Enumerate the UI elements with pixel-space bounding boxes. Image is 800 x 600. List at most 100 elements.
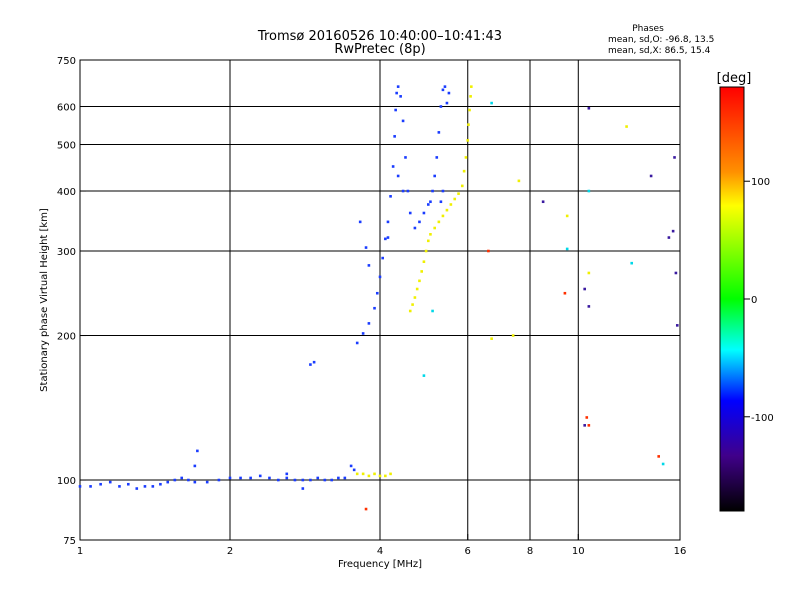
data-point-s0-6 xyxy=(135,487,139,490)
y-tick-label-1: 100 xyxy=(57,476,76,487)
data-point-s0-0 xyxy=(78,485,82,488)
data-point-s1-28 xyxy=(467,123,470,126)
data-point-s0-69 xyxy=(439,105,443,108)
data-point-s0-75 xyxy=(364,246,368,249)
data-point-s2-1 xyxy=(422,374,426,377)
data-point-s0-80 xyxy=(439,200,443,204)
data-point-s0-76 xyxy=(367,264,371,267)
data-point-s1-11 xyxy=(418,279,421,283)
gridlines xyxy=(80,60,680,540)
y-tick-label-2: 200 xyxy=(57,332,76,343)
data-point-s0-17 xyxy=(228,476,232,480)
x-axis-label: Frequency [MHz] xyxy=(338,559,422,570)
data-point-s0-42 xyxy=(367,322,371,325)
stats-title: Phases xyxy=(632,24,664,34)
data-point-s1-21 xyxy=(449,203,453,206)
data-point-s1-3 xyxy=(373,472,376,476)
data-point-s0-61 xyxy=(418,220,421,224)
x-tick-label-0: 1 xyxy=(77,546,83,557)
colorbar-gradient xyxy=(719,86,745,512)
data-point-s4-5 xyxy=(673,156,676,159)
data-point-s3-4 xyxy=(587,424,591,427)
data-point-s0-3 xyxy=(108,480,112,484)
data-point-s0-45 xyxy=(378,275,382,279)
data-point-s0-25 xyxy=(301,478,305,482)
data-point-s4-4 xyxy=(671,229,675,233)
x-tick-label-1: 2 xyxy=(227,546,233,557)
data-point-s1-20 xyxy=(445,208,449,212)
data-point-s0-29 xyxy=(330,478,334,482)
data-point-s1-31 xyxy=(470,85,473,88)
data-point-s1-22 xyxy=(453,197,457,201)
data-point-s2-2 xyxy=(490,101,493,105)
y-ticks: 75 100 200 300 400 500 600 750 xyxy=(57,56,86,547)
data-point-s0-44 xyxy=(375,291,379,295)
data-point-s0-18 xyxy=(239,476,242,480)
data-point-s0-7 xyxy=(143,485,147,488)
data-point-s0-24 xyxy=(293,478,297,482)
data-point-s3-2 xyxy=(563,291,567,295)
data-point-s1-37 xyxy=(625,125,628,128)
data-point-s3-5 xyxy=(657,455,660,458)
data-point-s1-6 xyxy=(389,472,392,476)
x-ticks: 1 2 4 6 8 10 16 xyxy=(77,534,687,557)
data-point-s0-4 xyxy=(118,485,121,488)
colorbar-label: [deg] xyxy=(717,71,752,86)
x-tick-label-6: 16 xyxy=(674,546,687,557)
data-point-s0-32 xyxy=(196,449,199,453)
data-point-s0-27 xyxy=(316,476,320,480)
data-point-s0-12 xyxy=(180,476,184,480)
colorbar-tick-label-1: 0 xyxy=(751,295,757,306)
data-point-s1-1 xyxy=(361,472,365,476)
data-point-s0-1 xyxy=(89,485,92,488)
data-point-s0-77 xyxy=(386,236,390,239)
data-point-s0-62 xyxy=(422,211,426,215)
data-point-s4-9 xyxy=(541,200,545,204)
data-point-s0-53 xyxy=(395,91,398,95)
x-tick-label-2: 4 xyxy=(377,546,383,557)
data-point-s0-64 xyxy=(429,200,432,204)
data-point-s1-4 xyxy=(378,474,382,478)
data-point-s0-74 xyxy=(358,220,362,224)
data-point-s1-26 xyxy=(464,156,468,159)
data-point-s0-9 xyxy=(159,482,162,486)
data-point-s0-78 xyxy=(396,174,400,178)
data-point-s1-14 xyxy=(424,249,428,253)
data-point-s1-12 xyxy=(420,270,423,273)
x-tick-label-4: 8 xyxy=(527,546,533,557)
data-point-s1-8 xyxy=(411,303,414,306)
data-point-s0-5 xyxy=(126,482,130,486)
y-tick-label-4: 400 xyxy=(57,187,76,198)
data-point-s0-34 xyxy=(301,487,305,490)
y-tick-label-6: 600 xyxy=(57,103,76,114)
data-point-s0-73 xyxy=(445,101,449,105)
data-point-s1-36 xyxy=(587,271,591,275)
data-point-s3-0 xyxy=(364,507,368,511)
data-point-s0-56 xyxy=(401,119,405,123)
data-point-s0-19 xyxy=(249,476,252,480)
data-point-s2-5 xyxy=(630,261,634,265)
data-point-s0-43 xyxy=(373,306,376,310)
plot-area: 1 2 4 6 8 10 16 75 100 200 300 400 500 600 750 xyxy=(57,56,686,557)
colorbar-tick-label-0: 100 xyxy=(751,177,770,188)
stats-line-o: mean, sd,O: -96.8, 13.5 xyxy=(608,35,714,45)
data-point-s0-57 xyxy=(404,156,407,159)
data-point-s1-17 xyxy=(433,226,436,230)
data-point-s1-15 xyxy=(426,239,430,243)
data-point-s0-50 xyxy=(391,165,395,168)
data-point-s1-35 xyxy=(565,214,569,218)
data-point-s0-52 xyxy=(394,108,397,112)
data-point-s4-10 xyxy=(583,424,586,427)
colorbar-ticks: 100 0 -100 xyxy=(744,177,774,424)
data-point-s0-55 xyxy=(399,95,402,98)
data-point-s0-46 xyxy=(381,256,384,260)
x-tick-label-3: 6 xyxy=(465,546,471,557)
data-point-s0-30 xyxy=(337,476,340,480)
data-point-s1-29 xyxy=(468,108,471,112)
chart-subtitle: RwPretec (8p) xyxy=(334,42,425,57)
data-point-s4-6 xyxy=(674,271,678,275)
data-point-s1-13 xyxy=(422,260,426,264)
data-point-s0-81 xyxy=(441,189,445,193)
data-points xyxy=(78,85,679,511)
data-point-s1-30 xyxy=(469,95,472,98)
